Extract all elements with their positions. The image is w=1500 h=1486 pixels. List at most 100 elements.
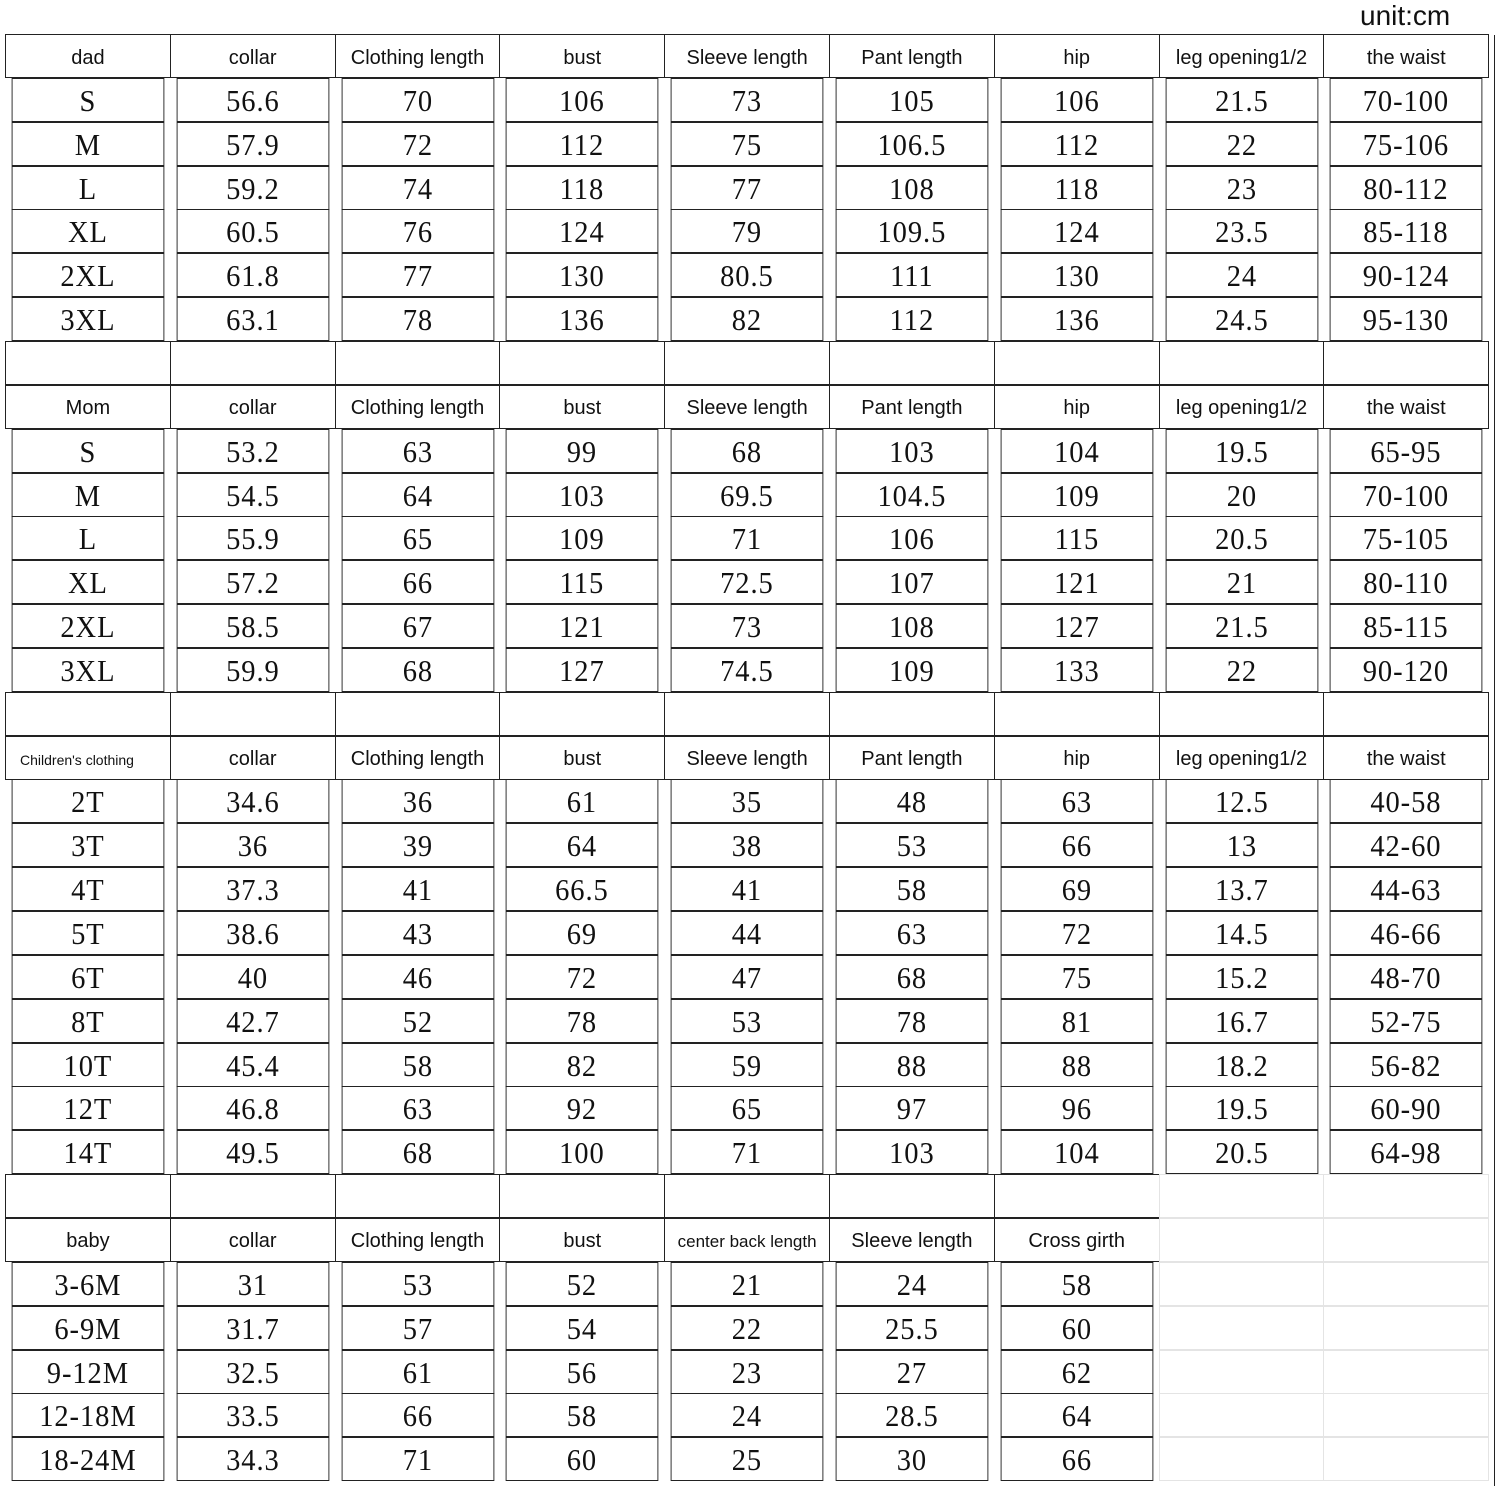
value-cell: 72 bbox=[506, 954, 659, 999]
value-cell: 63 bbox=[835, 911, 989, 955]
value-cell: 69 bbox=[1000, 867, 1153, 912]
value-cell: 81 bbox=[1000, 998, 1153, 1043]
value-cell: 35 bbox=[670, 779, 824, 824]
value-cell: 104.5 bbox=[835, 472, 989, 517]
value-cell: 104 bbox=[1000, 428, 1153, 473]
value-cell: 31 bbox=[176, 1261, 329, 1306]
size-cell: 2XL bbox=[11, 604, 165, 649]
value-cell: 103 bbox=[835, 1130, 989, 1175]
column-header: bust bbox=[499, 1217, 666, 1262]
value-cell: 12.5 bbox=[1165, 779, 1318, 824]
value-cell: 100 bbox=[506, 1130, 659, 1175]
value-cell: 49.5 bbox=[176, 1130, 329, 1175]
size-cell: 8T bbox=[11, 998, 165, 1043]
value-cell: 37.3 bbox=[176, 867, 329, 912]
size-cell: 3XL bbox=[11, 297, 165, 342]
value-cell: 39 bbox=[341, 823, 494, 868]
value-cell: 106 bbox=[1000, 77, 1153, 122]
value-cell: 73 bbox=[670, 604, 824, 649]
value-cell: 90-120 bbox=[1330, 647, 1483, 692]
empty-cell bbox=[499, 691, 666, 736]
value-cell: 66 bbox=[1000, 1437, 1153, 1482]
value-cell: 68 bbox=[670, 428, 824, 473]
column-header: collar bbox=[169, 1217, 336, 1262]
value-cell: 118 bbox=[1000, 165, 1153, 210]
value-cell: 40-58 bbox=[1330, 779, 1483, 824]
value-cell: 71 bbox=[341, 1437, 494, 1482]
value-cell: 58 bbox=[341, 1042, 494, 1087]
value-cell: 46-66 bbox=[1330, 911, 1483, 955]
value-cell: 78 bbox=[835, 998, 989, 1043]
column-header: bust bbox=[499, 384, 666, 429]
size-cell: 9-12M bbox=[11, 1349, 165, 1394]
column-header: collar bbox=[169, 735, 336, 780]
column-header: the waist bbox=[1323, 735, 1490, 780]
value-cell: 104 bbox=[1000, 1130, 1153, 1175]
size-cell: 12-18M bbox=[11, 1393, 165, 1438]
value-cell: 44 bbox=[670, 911, 824, 955]
value-cell: 111 bbox=[835, 253, 989, 298]
value-cell: 55.9 bbox=[176, 516, 329, 561]
value-cell: 127 bbox=[506, 647, 659, 692]
value-cell: 53 bbox=[670, 998, 824, 1043]
value-cell: 108 bbox=[835, 165, 989, 210]
value-cell: 16.7 bbox=[1165, 998, 1318, 1043]
value-cell: 53 bbox=[835, 823, 989, 868]
column-header: center back length bbox=[664, 1217, 830, 1262]
column-header: collar bbox=[169, 34, 336, 78]
value-cell: 42.7 bbox=[176, 998, 329, 1043]
value-cell: 63 bbox=[341, 1086, 494, 1131]
value-cell: 23 bbox=[670, 1349, 824, 1394]
value-cell: 21.5 bbox=[1165, 77, 1318, 122]
value-cell: 21 bbox=[670, 1261, 824, 1306]
value-cell: 92 bbox=[506, 1086, 659, 1131]
empty-cell bbox=[1158, 1261, 1325, 1306]
empty-cell bbox=[1323, 691, 1490, 736]
value-cell: 124 bbox=[506, 209, 659, 254]
value-cell: 106 bbox=[506, 77, 659, 122]
empty-cell bbox=[1158, 1305, 1325, 1350]
value-cell: 22 bbox=[1165, 647, 1318, 692]
value-cell: 25.5 bbox=[835, 1305, 989, 1350]
column-header: leg opening1/2 bbox=[1158, 735, 1325, 780]
size-cell: XL bbox=[11, 560, 165, 605]
value-cell: 105 bbox=[835, 77, 989, 122]
size-cell: 6T bbox=[11, 954, 165, 999]
size-cell: 4T bbox=[11, 867, 165, 912]
empty-cell bbox=[169, 340, 336, 385]
value-cell: 112 bbox=[1000, 121, 1153, 166]
value-cell: 30 bbox=[835, 1437, 989, 1482]
value-cell: 65 bbox=[670, 1086, 824, 1131]
column-header: Clothing length bbox=[334, 735, 501, 780]
value-cell: 107 bbox=[835, 560, 989, 605]
table-right-edge bbox=[1494, 35, 1495, 1486]
value-cell: 65-95 bbox=[1330, 428, 1483, 473]
value-cell: 95-130 bbox=[1330, 297, 1483, 342]
value-cell: 61 bbox=[341, 1349, 494, 1394]
column-header: Clothing length bbox=[334, 1217, 501, 1262]
value-cell: 75-105 bbox=[1330, 516, 1483, 561]
empty-cell bbox=[334, 691, 501, 736]
value-cell: 46 bbox=[341, 954, 494, 999]
value-cell: 109 bbox=[1000, 472, 1153, 517]
value-cell: 48-70 bbox=[1330, 954, 1483, 999]
value-cell: 64 bbox=[1000, 1393, 1153, 1438]
value-cell: 79 bbox=[670, 209, 824, 254]
column-header: Sleeve length bbox=[664, 34, 830, 78]
value-cell: 109.5 bbox=[835, 209, 989, 254]
column-header: dad bbox=[5, 34, 171, 78]
value-cell: 64 bbox=[341, 472, 494, 517]
value-cell: 34.3 bbox=[176, 1437, 329, 1482]
value-cell: 71 bbox=[670, 1130, 824, 1175]
value-cell: 66 bbox=[341, 560, 494, 605]
value-cell: 19.5 bbox=[1165, 428, 1318, 473]
value-cell: 103 bbox=[506, 472, 659, 517]
value-cell: 47 bbox=[670, 954, 824, 999]
value-cell: 52 bbox=[506, 1261, 659, 1306]
value-cell: 70-100 bbox=[1330, 472, 1483, 517]
value-cell: 18.2 bbox=[1165, 1042, 1318, 1087]
value-cell: 56 bbox=[506, 1349, 659, 1394]
value-cell: 62 bbox=[1000, 1349, 1153, 1394]
value-cell: 74 bbox=[341, 165, 494, 210]
empty-cell bbox=[664, 1174, 830, 1219]
